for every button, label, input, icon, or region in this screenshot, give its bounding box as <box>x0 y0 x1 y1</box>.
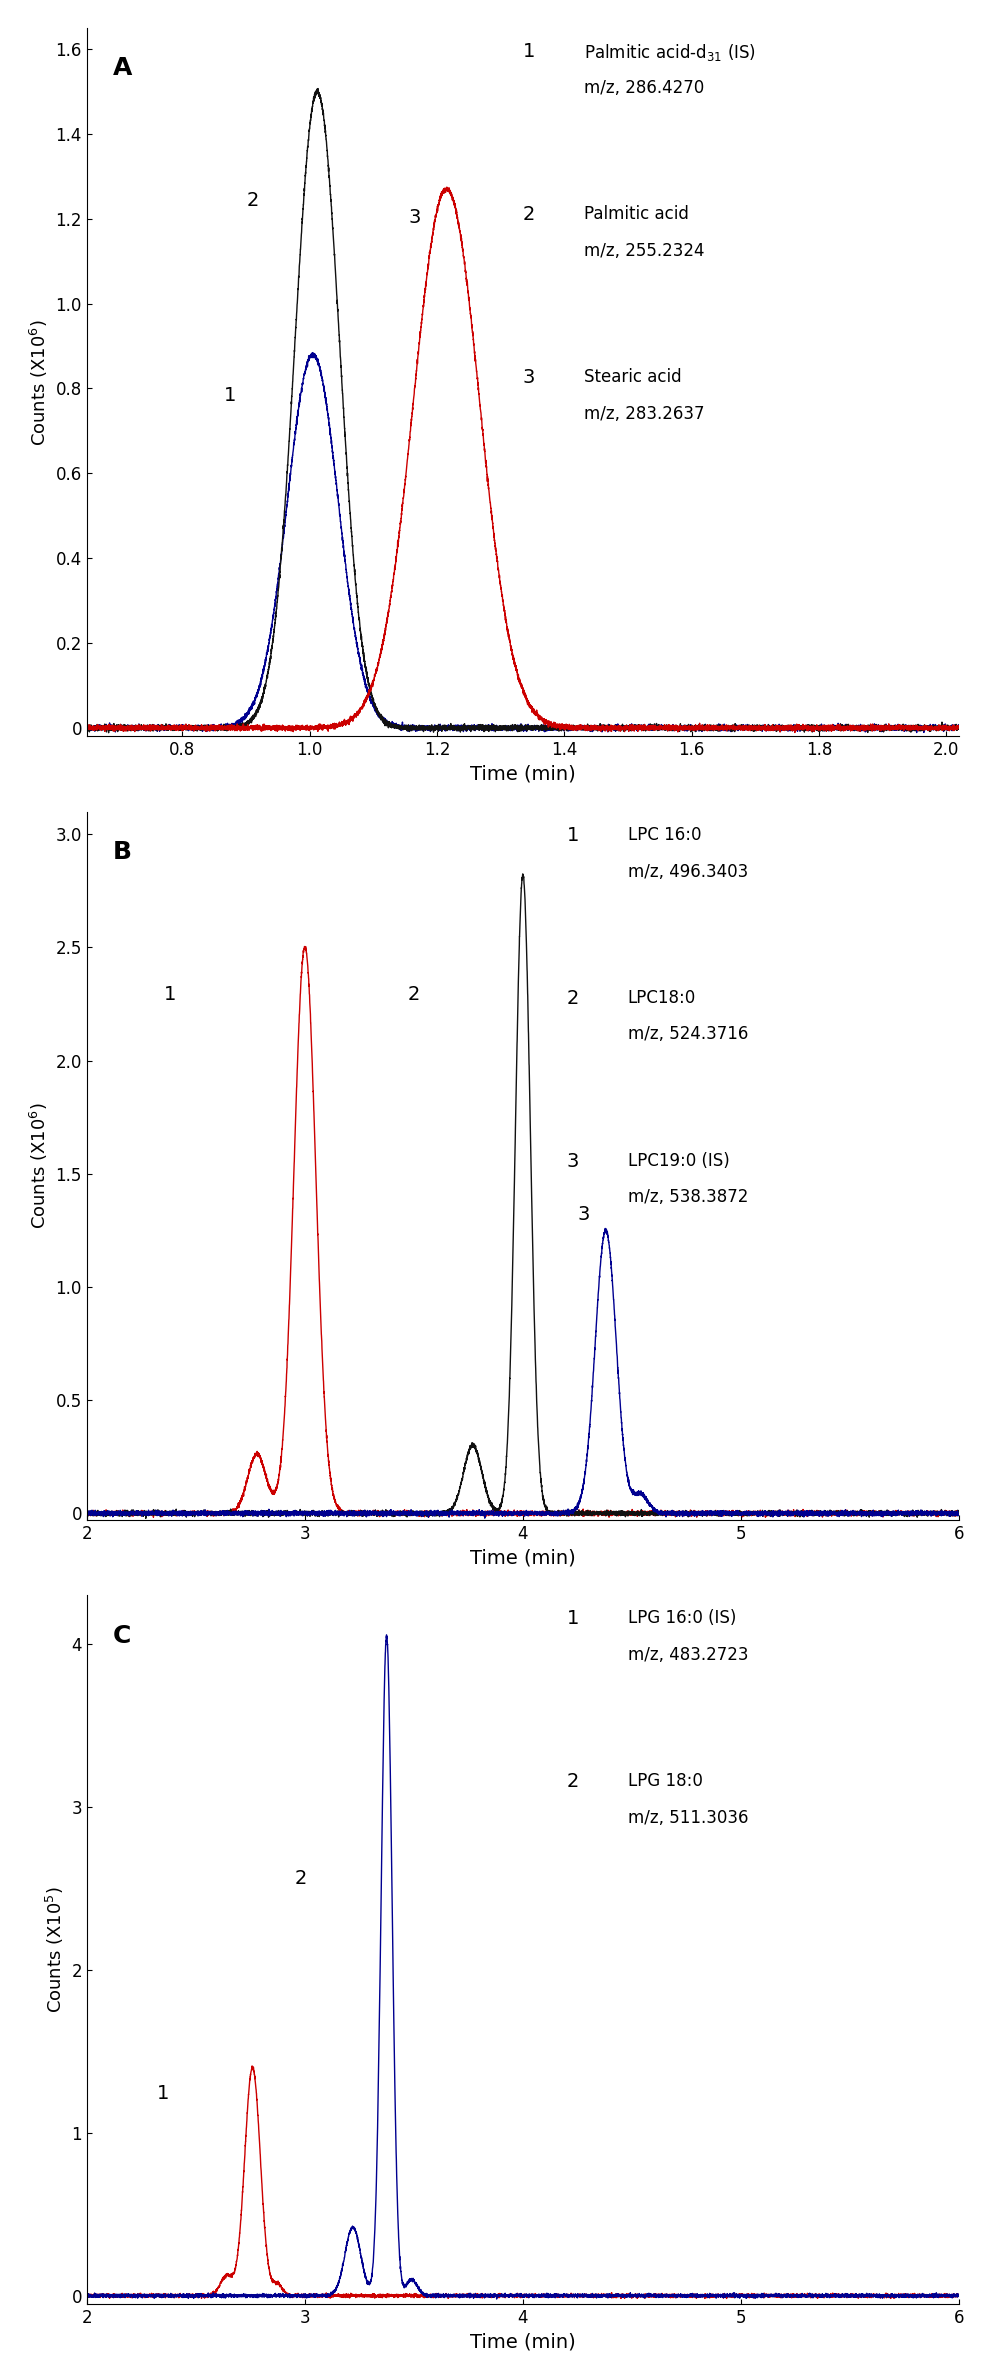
Y-axis label: Counts (X10$^5$): Counts (X10$^5$) <box>44 1887 65 2013</box>
Text: 2: 2 <box>523 205 536 224</box>
Text: m/z, 286.4270: m/z, 286.4270 <box>584 79 704 98</box>
Text: m/z, 283.2637: m/z, 283.2637 <box>584 404 704 423</box>
Text: m/z, 496.3403: m/z, 496.3403 <box>628 864 748 880</box>
Y-axis label: Counts (X10$^6$): Counts (X10$^6$) <box>28 1101 50 1230</box>
Text: LPC 16:0: LPC 16:0 <box>628 826 701 845</box>
Text: 2: 2 <box>246 190 259 209</box>
Text: 1: 1 <box>523 43 536 62</box>
Text: m/z, 483.2723: m/z, 483.2723 <box>628 1646 748 1665</box>
Text: m/z, 524.3716: m/z, 524.3716 <box>628 1025 748 1044</box>
Text: 3: 3 <box>566 1151 579 1170</box>
Text: LPC18:0: LPC18:0 <box>628 990 695 1006</box>
Text: 3: 3 <box>523 369 536 388</box>
Text: 3: 3 <box>577 1204 590 1223</box>
Text: Palmitic acid: Palmitic acid <box>584 205 688 224</box>
Text: m/z, 255.2324: m/z, 255.2324 <box>584 243 704 259</box>
Text: 1: 1 <box>157 2084 170 2103</box>
Text: 2: 2 <box>295 1870 307 1889</box>
Text: m/z, 538.3872: m/z, 538.3872 <box>628 1190 748 1206</box>
Text: LPG 16:0 (IS): LPG 16:0 (IS) <box>628 1611 736 1627</box>
Text: LPC19:0 (IS): LPC19:0 (IS) <box>628 1151 729 1170</box>
Text: 2: 2 <box>408 985 420 1004</box>
Text: C: C <box>113 1622 131 1649</box>
Text: 1: 1 <box>224 385 236 404</box>
X-axis label: Time (min): Time (min) <box>470 1549 575 1568</box>
Text: 1: 1 <box>566 826 579 845</box>
X-axis label: Time (min): Time (min) <box>470 764 575 783</box>
Text: LPG 18:0: LPG 18:0 <box>628 1772 702 1791</box>
Y-axis label: Counts (X10$^6$): Counts (X10$^6$) <box>28 319 50 445</box>
X-axis label: Time (min): Time (min) <box>470 2331 575 2350</box>
Text: B: B <box>113 840 132 864</box>
Text: 2: 2 <box>566 1772 579 1791</box>
Text: Palmitic acid-d$_{31}$ (IS): Palmitic acid-d$_{31}$ (IS) <box>584 43 756 62</box>
Text: A: A <box>113 57 132 81</box>
Text: 2: 2 <box>566 990 579 1009</box>
Text: 1: 1 <box>566 1611 579 1630</box>
Text: 3: 3 <box>409 209 421 226</box>
Text: 1: 1 <box>164 985 176 1004</box>
Text: Stearic acid: Stearic acid <box>584 369 682 385</box>
Text: m/z, 511.3036: m/z, 511.3036 <box>628 1810 748 1827</box>
